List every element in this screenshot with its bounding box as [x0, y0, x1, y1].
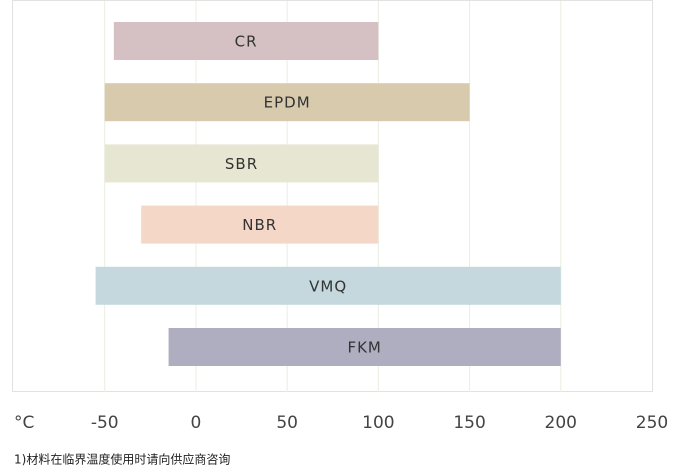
plot-frame — [12, 0, 653, 392]
bar-label: CR — [235, 33, 258, 51]
x-tick-label: 50 — [276, 413, 298, 433]
x-tick-label: 100 — [362, 413, 394, 433]
bar — [168, 328, 561, 366]
footnote: 1)材料在临界温度使用时请向供应商咨询 — [14, 452, 230, 467]
bar — [95, 266, 561, 305]
bar — [113, 22, 379, 60]
x-tick-label: 200 — [545, 413, 577, 433]
bar-label: FKM — [347, 339, 381, 357]
bar-label: SBR — [225, 155, 258, 173]
bar — [141, 205, 379, 244]
bar-label: NBR — [242, 216, 277, 234]
bar-label: EPDM — [264, 94, 311, 112]
x-tick-label: 250 — [636, 413, 668, 433]
x-tick-label: -50 — [91, 413, 119, 433]
x-tick-label: 0 — [191, 413, 202, 433]
bar — [104, 144, 379, 183]
bar — [104, 83, 470, 122]
bar-label: VMQ — [309, 277, 347, 295]
x-tick-label: 150 — [453, 413, 485, 433]
x-axis-label: °C — [14, 413, 34, 433]
